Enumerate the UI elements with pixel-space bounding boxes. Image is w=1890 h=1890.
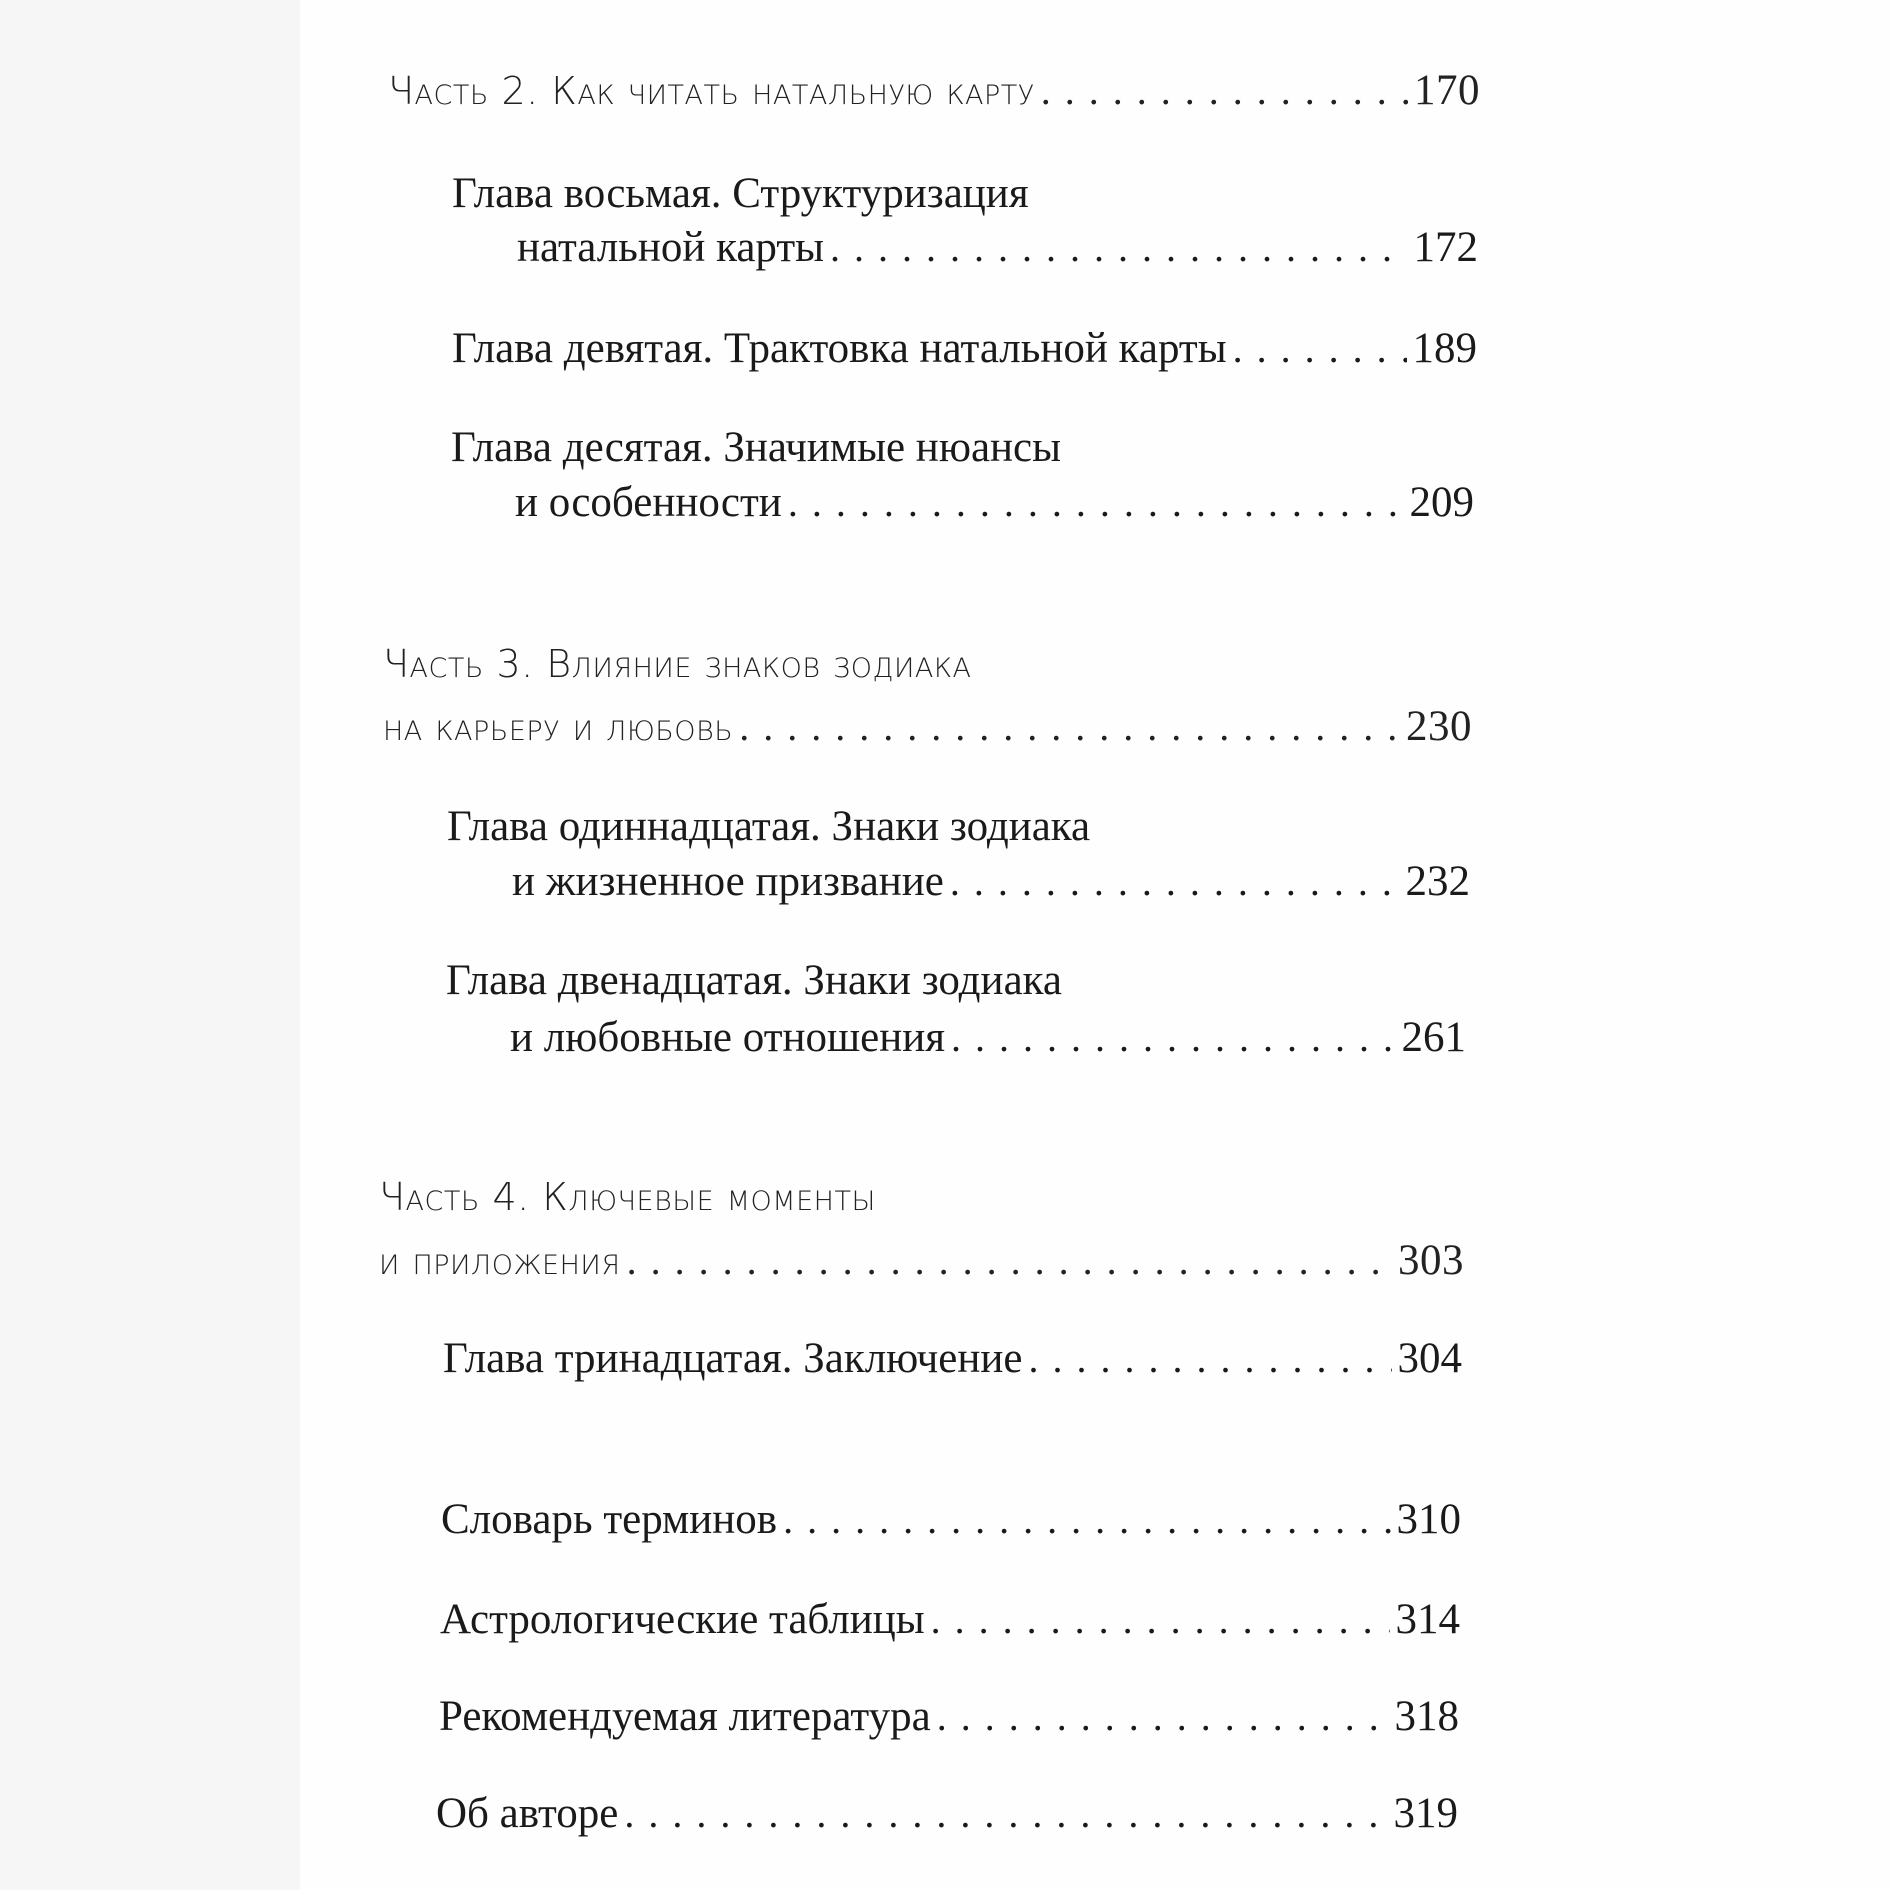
dot-leader bbox=[788, 473, 1404, 533]
toc-entry-ch10[interactable]: и особенности 209 bbox=[515, 473, 1474, 533]
entry-title: Часть 3. Влияние знаков зодиака bbox=[383, 642, 972, 686]
page-number: 310 bbox=[1396, 1496, 1462, 1543]
toc-entry-ch8[interactable]: натальной карты 172 bbox=[517, 218, 1478, 278]
page-number: 209 bbox=[1409, 479, 1475, 526]
toc-entry-part3-line1[interactable]: Часть 3. Влияние знаков зодиака bbox=[383, 634, 972, 694]
entry-title: Часть 4. Ключевые моменты bbox=[379, 1175, 876, 1219]
toc-entry-ch12[interactable]: и любовные отношения 261 bbox=[510, 1008, 1466, 1068]
dot-leader bbox=[739, 697, 1400, 757]
dot-leader bbox=[783, 1490, 1390, 1550]
page-number: 230 bbox=[1406, 703, 1472, 750]
toc-entry-literature[interactable]: Рекомендуемая литература 318 bbox=[439, 1687, 1459, 1747]
page-number: 314 bbox=[1395, 1596, 1461, 1643]
entry-title: на карьеру и любовь bbox=[383, 705, 734, 749]
page-number: 303 bbox=[1398, 1237, 1464, 1284]
page-number: 189 bbox=[1412, 325, 1478, 372]
dot-leader bbox=[931, 1590, 1390, 1650]
entry-title: и любовные отношения bbox=[510, 1014, 945, 1061]
dot-leader bbox=[624, 1784, 1387, 1844]
toc-entry-author[interactable]: Об авторе 319 bbox=[436, 1784, 1458, 1844]
dot-leader bbox=[951, 1008, 1396, 1068]
toc-entry-ch9[interactable]: Глава девятая. Трактовка натальной карты… bbox=[452, 319, 1477, 379]
entry-title: Астрологические таблицы bbox=[440, 1596, 925, 1643]
toc-entry-ch11-line1[interactable]: Глава одиннадцатая. Знаки зодиака bbox=[447, 797, 1090, 857]
entry-title: Об авторе bbox=[436, 1790, 619, 1837]
page-number: 232 bbox=[1405, 858, 1471, 905]
entry-title: Глава десятая. Значимые нюансы bbox=[451, 424, 1062, 471]
entry-title: и приложения bbox=[379, 1239, 621, 1283]
toc-entry-ch10-line1[interactable]: Глава десятая. Значимые нюансы bbox=[451, 418, 1061, 478]
entry-title: Словарь терминов bbox=[441, 1496, 778, 1543]
page-number: 319 bbox=[1393, 1790, 1459, 1837]
toc-entry-part4-line1[interactable]: Часть 4. Ключевые моменты bbox=[379, 1167, 876, 1227]
page-number: 304 bbox=[1397, 1335, 1463, 1382]
toc-entry-part3[interactable]: на карьеру и любовь 230 bbox=[383, 697, 1472, 757]
toc-entry-tables[interactable]: Астрологические таблицы 314 bbox=[440, 1590, 1460, 1650]
dot-leader bbox=[1233, 319, 1407, 379]
toc-entry-part2[interactable]: Часть 2. Как читать натальную карту 170 bbox=[388, 61, 1480, 121]
entry-title: Рекомендуемая литература bbox=[439, 1693, 931, 1740]
entry-title: Часть 2. Как читать натальную карту bbox=[388, 69, 1035, 113]
toc-entry-part4[interactable]: и приложения 303 bbox=[379, 1231, 1464, 1291]
dot-leader bbox=[830, 218, 1407, 278]
toc-entry-ch12-line1[interactable]: Глава двенадцатая. Знаки зодиака bbox=[446, 951, 1062, 1011]
entry-title: Глава тринадцатая. Заключение bbox=[443, 1335, 1023, 1382]
dot-leader bbox=[937, 1687, 1389, 1747]
entry-title: и жизненное призвание bbox=[512, 858, 944, 905]
page-number: 172 bbox=[1413, 224, 1479, 271]
dot-leader bbox=[950, 852, 1400, 912]
toc-entry-glossary[interactable]: Словарь терминов 310 bbox=[441, 1490, 1461, 1550]
page-number: 170 bbox=[1414, 67, 1480, 114]
entry-title: Глава девятая. Трактовка натальной карты bbox=[452, 325, 1227, 372]
entry-title: Глава восьмая. Структуризация bbox=[452, 170, 1029, 217]
book-page bbox=[300, 0, 1890, 1890]
dot-leader bbox=[1041, 61, 1408, 121]
dot-leader bbox=[1029, 1329, 1392, 1389]
entry-title: натальной карты bbox=[517, 224, 825, 271]
page-number: 261 bbox=[1401, 1014, 1467, 1061]
entry-title: Глава одиннадцатая. Знаки зодиака bbox=[447, 803, 1091, 850]
entry-title: Глава двенадцатая. Знаки зодиака bbox=[446, 957, 1062, 1004]
toc-entry-ch8-line1[interactable]: Глава восьмая. Структуризация bbox=[452, 164, 1029, 224]
page-number: 318 bbox=[1394, 1693, 1460, 1740]
toc-entry-ch13[interactable]: Глава тринадцатая. Заключение 304 bbox=[443, 1329, 1462, 1389]
entry-title: и особенности bbox=[515, 479, 782, 526]
toc-entry-ch11[interactable]: и жизненное призвание 232 bbox=[512, 852, 1470, 912]
dot-leader bbox=[627, 1231, 1392, 1291]
